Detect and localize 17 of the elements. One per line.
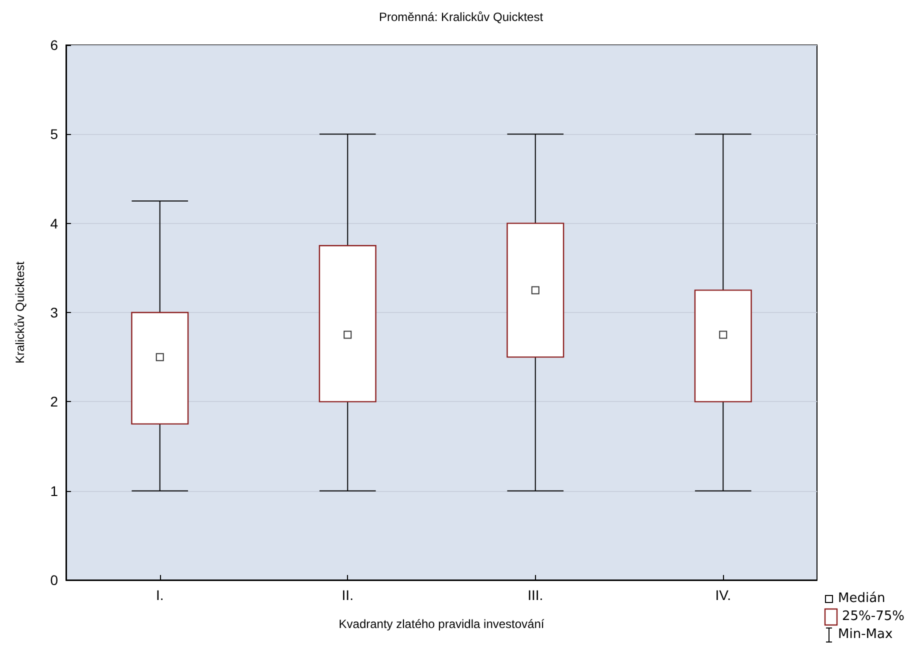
text: Medián xyxy=(838,590,886,608)
y-tick-label: 3 xyxy=(50,304,58,320)
y-tick-label: 6 xyxy=(50,37,58,53)
y-tick-label: 5 xyxy=(50,126,58,142)
y-tick-label: 0 xyxy=(50,572,58,588)
y-tick-label: 4 xyxy=(50,215,58,232)
x-tick-label: II. xyxy=(342,587,354,603)
x-tick-label: I. xyxy=(156,587,164,603)
y-tick-label: 2 xyxy=(50,394,58,410)
chart-title: Proměnná: Kralickův Quicktest xyxy=(378,10,544,24)
y-axis-title: Kralickův Quicktest xyxy=(13,260,27,364)
y-tick-label: 1 xyxy=(50,482,58,499)
text: Min-Max xyxy=(838,626,893,644)
text: 25%-75% xyxy=(842,608,904,626)
x-tick-label: III. xyxy=(528,587,544,603)
x-axis-title: Kvadranty zlatého pravidla investování xyxy=(338,617,545,631)
x-tick-label: IV. xyxy=(715,587,732,603)
